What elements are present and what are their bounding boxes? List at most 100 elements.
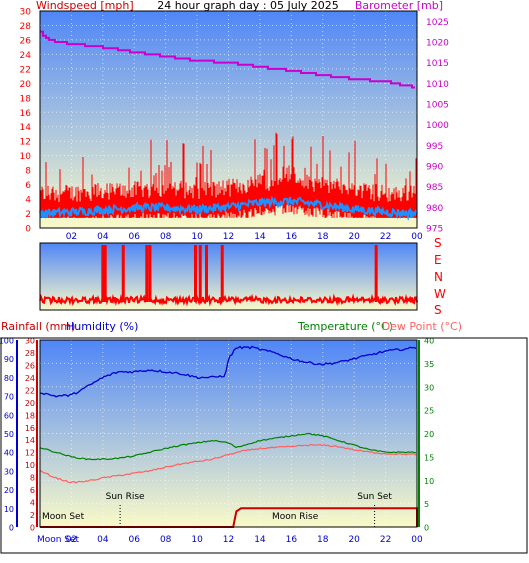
wind-tick-label: 20 (20, 80, 32, 90)
chart-title: 24 hour graph day : 05 July 2025 (157, 0, 339, 12)
time-tick-label: 20 (348, 535, 360, 545)
barometer-tick-label: 975 (426, 225, 443, 235)
barometer-tick-label: 985 (426, 183, 443, 193)
barometer-tick-label: 1020 (426, 39, 449, 49)
temperature-tick-label: 30 (424, 383, 434, 392)
wind-tick-label: 22 (20, 65, 31, 75)
time-tick-label: 04 (97, 535, 109, 545)
rainfall-axis-label: Rainfall (mm) (1, 320, 75, 333)
wind-tick-label: 16 (20, 109, 32, 119)
wind-barometer-panel: Windspeed [mph] 24 hour graph day : 05 J… (20, 0, 450, 242)
humidity-tick-label: 24 (25, 374, 35, 383)
time-axis-ticks: 02 04 06 08 10 12 14 16 18 20 22 00 (66, 232, 423, 242)
time-tick-label: Moon Set (37, 535, 80, 545)
temperature-tick-label: 40 (424, 337, 434, 346)
humidity-tick-label: 12 (25, 449, 35, 458)
wind-tick-label: 14 (20, 123, 32, 133)
humidity-tick-label: 20 (25, 399, 35, 408)
humidity-tick-label: 30 (25, 337, 35, 346)
moon-set-label: Moon Set (42, 512, 85, 522)
temperature-tick-label: 15 (424, 453, 434, 462)
rainfall-tick-label: 30 (4, 467, 14, 476)
barometer-tick-label: 1015 (426, 59, 449, 69)
time-tick-label: 10 (191, 535, 203, 545)
humidity-tick-label: 18 (25, 411, 35, 420)
wind-tick-label: 28 (20, 22, 32, 32)
time-tick-label: 06 (129, 535, 141, 545)
sun-set-label: Sun Set (357, 492, 392, 502)
temperature-humidity-panel: Rainfall (mm) Humidity (%) Temperature (… (0, 320, 528, 554)
wind-tick-label: 8 (25, 167, 31, 177)
time-tick-label: 02 (66, 232, 77, 242)
time-tick-label: 00 (411, 232, 423, 242)
time-tick-label: 04 (97, 232, 109, 242)
humidity-series (39, 345, 417, 398)
direction-tick-label: S (434, 236, 442, 250)
barometer-tick-label: 1010 (426, 80, 449, 90)
humidity-tick-label: 0 (30, 524, 35, 533)
humidity-tick-label: 4 (30, 499, 35, 508)
direction-tick-label: S (434, 303, 442, 317)
rainfall-tick-label: 40 (4, 449, 14, 458)
dewpoint-axis-label: Dew Point (°C) (382, 320, 462, 333)
temperature-tick-label: 0 (424, 524, 429, 533)
wind-tick-label: 0 (25, 225, 31, 235)
humidity-tick-label: 22 (25, 386, 35, 395)
time-tick-label: 20 (348, 232, 360, 242)
time-tick-label: 14 (254, 232, 266, 242)
wind-axis-label: Windspeed [mph] (36, 0, 134, 12)
humidity-tick-label: 2 (30, 511, 35, 520)
temperature-tick-label: 20 (424, 430, 434, 439)
barometer-tick-label: 1025 (426, 18, 449, 28)
barometer-series (40, 30, 415, 89)
temperature-series (39, 432, 417, 461)
barometer-tick-label: 995 (426, 142, 443, 152)
time-tick-label: 12 (223, 232, 234, 242)
rainfall-tick-label: 10 (4, 505, 14, 514)
time-tick-label: 12 (223, 535, 234, 545)
wind-tick-label: 10 (20, 152, 32, 162)
wind-tick-label: 26 (20, 36, 32, 46)
time-tick-label: 08 (160, 535, 172, 545)
direction-tick-label: E (434, 253, 442, 267)
time-tick-label: 06 (129, 232, 141, 242)
barometer-tick-label: 980 (426, 204, 443, 214)
wind-tick-label: 18 (20, 94, 32, 104)
rainfall-tick-label: 80 (4, 374, 14, 383)
time-tick-label: 10 (191, 232, 203, 242)
dewpoint-series (39, 443, 417, 484)
humidity-tick-label: 16 (25, 424, 35, 433)
time-tick-label: 18 (317, 232, 329, 242)
direction-tick-label: N (434, 270, 443, 284)
time-tick-label: 08 (160, 232, 172, 242)
wind-tick-label: 30 (20, 8, 32, 18)
rainfall-axis-ticks: 0 10 20 30 40 50 60 70 80 90 100 (0, 337, 18, 533)
rainfall-tick-label: 90 (4, 355, 14, 364)
rainfall-tick-label: 50 (4, 430, 14, 439)
time-tick-label: 16 (286, 232, 298, 242)
wind-tick-label: 6 (25, 181, 31, 191)
sun-rise-label: Sun Rise (106, 492, 145, 502)
humidity-tick-label: 8 (30, 474, 35, 483)
temperature-tick-label: 10 (424, 477, 434, 486)
moon-rise-label: Moon Rise (272, 512, 319, 522)
humidity-tick-label: 28 (25, 349, 35, 358)
time-tick-label: 02 (66, 535, 77, 545)
rainfall-tick-label: 0 (9, 524, 14, 533)
wind-average-series (39, 195, 418, 222)
temperature-axis-ticks: 0 5 10 15 20 25 30 35 40 (418, 337, 434, 533)
rainfall-tick-label: 20 (4, 486, 14, 495)
wind-tick-label: 2 (25, 210, 31, 220)
direction-tick-label: W (434, 287, 446, 301)
temperature-tick-label: 25 (424, 407, 434, 416)
time-tick-label: 14 (254, 535, 266, 545)
wind-tick-label: 4 (25, 196, 31, 206)
rainfall-tick-label: 70 (4, 393, 14, 402)
wind-tick-label: 24 (20, 51, 32, 61)
rainfall-tick-label: 100 (0, 337, 14, 346)
